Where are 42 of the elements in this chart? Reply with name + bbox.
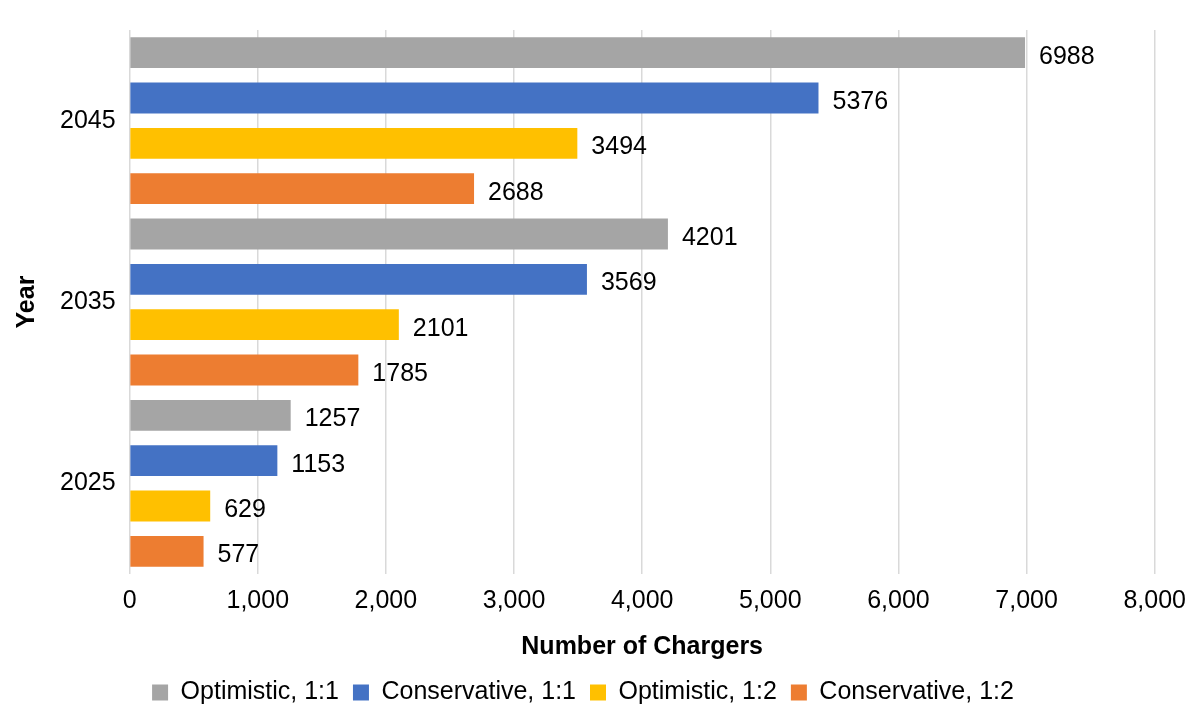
data-label: 3494 xyxy=(591,131,648,160)
bar xyxy=(130,490,211,522)
data-label: 577 xyxy=(217,539,260,568)
data-label: 4201 xyxy=(681,221,738,250)
bar xyxy=(130,535,204,567)
x-tick-label: 8,000 xyxy=(1123,584,1186,613)
y-tick-label: 2045 xyxy=(59,104,116,133)
data-label: 3569 xyxy=(600,267,657,296)
bar xyxy=(130,218,668,250)
x-tick-label: 3,000 xyxy=(482,584,546,613)
data-label: 1153 xyxy=(291,448,346,477)
legend-label: Optimistic, 1:2 xyxy=(618,676,777,705)
bar xyxy=(130,82,819,114)
data-label: 2101 xyxy=(412,312,469,341)
bar xyxy=(130,127,578,159)
y-tick-label: 2035 xyxy=(59,285,116,314)
x-tick-label: 5,000 xyxy=(739,584,802,613)
data-label: 1257 xyxy=(304,403,361,432)
legend-label: Optimistic, 1:1 xyxy=(180,676,339,705)
bar xyxy=(130,445,278,477)
bar xyxy=(130,37,1026,69)
y-tick-label: 2025 xyxy=(59,467,116,496)
legend-label: Conservative, 1:1 xyxy=(381,676,576,705)
data-label: 1785 xyxy=(372,357,428,386)
x-tick-label: 1,000 xyxy=(226,584,290,613)
x-tick-label: 0 xyxy=(122,584,137,613)
data-label: 629 xyxy=(224,493,266,522)
data-label: 6988 xyxy=(1039,40,1095,69)
x-tick-label: 2,000 xyxy=(354,584,418,613)
x-tick-label: 7,000 xyxy=(995,584,1058,613)
y-axis-title: Year xyxy=(10,275,39,329)
bar xyxy=(130,263,587,295)
legend-label: Conservative, 1:2 xyxy=(819,676,1014,705)
bar xyxy=(130,173,475,205)
bar xyxy=(130,354,359,386)
data-label: 2688 xyxy=(488,176,544,205)
data-label: 5376 xyxy=(832,85,889,114)
x-axis-title: Number of Chargers xyxy=(521,630,764,659)
x-tick-label: 6,000 xyxy=(867,584,930,613)
bar xyxy=(130,309,399,341)
x-tick-label: 4,000 xyxy=(610,584,674,613)
bar xyxy=(130,399,291,431)
